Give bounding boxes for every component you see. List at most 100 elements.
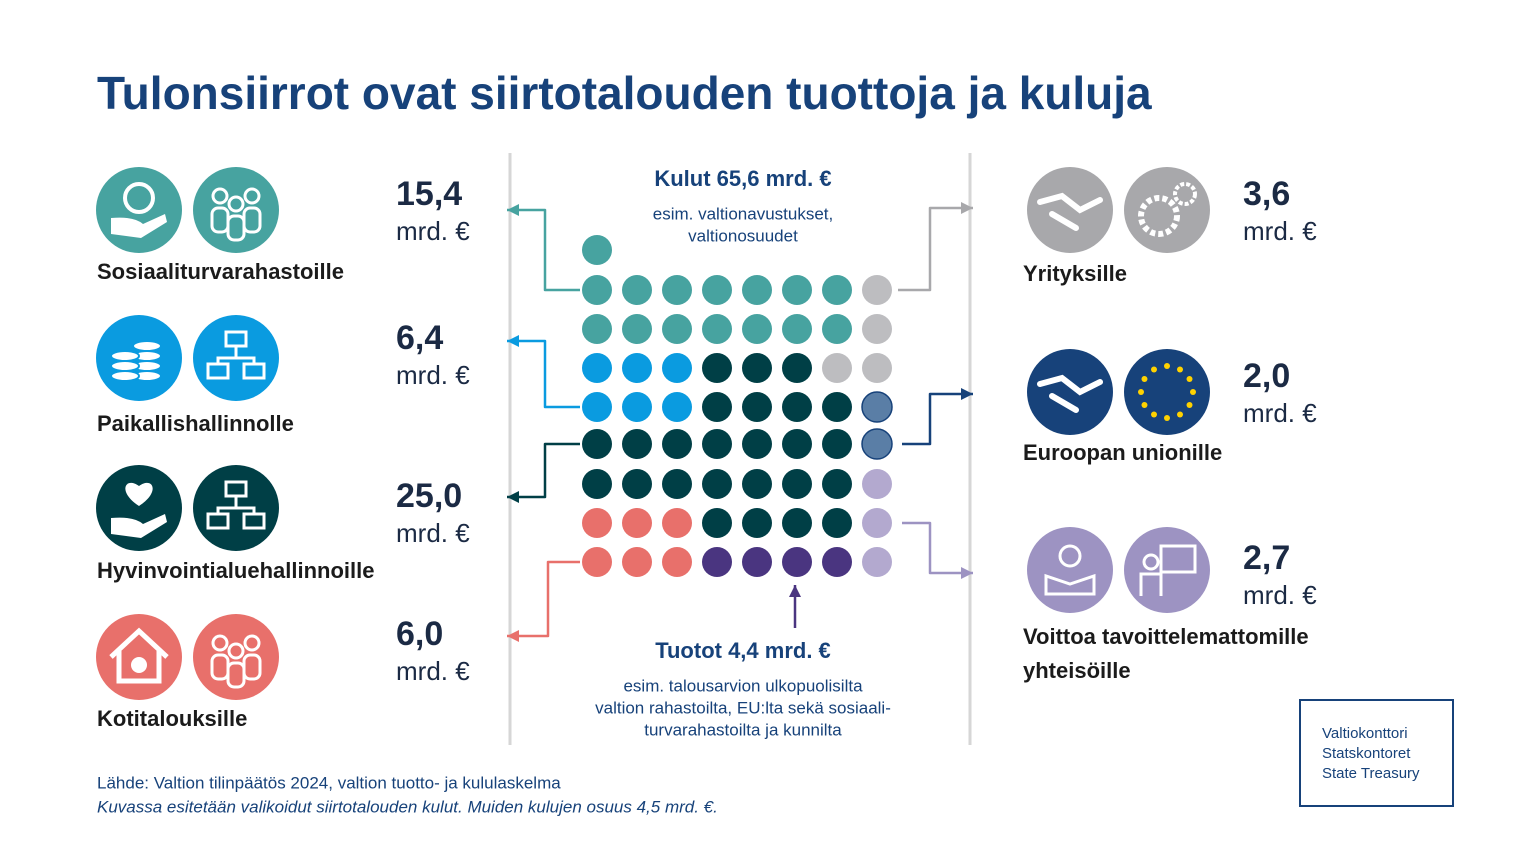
icon-part [1190, 389, 1196, 395]
icon-part [1186, 402, 1193, 408]
icon-part [1177, 411, 1183, 418]
dot [782, 547, 812, 577]
dot [622, 547, 652, 577]
icon [96, 465, 182, 551]
dot [662, 469, 692, 499]
arrow-line [507, 339, 580, 409]
dot [702, 392, 732, 422]
dot [582, 235, 612, 265]
arrow-line [902, 392, 973, 446]
item-label: yhteisöille [1023, 658, 1131, 683]
icon-part [1138, 389, 1144, 395]
dot [582, 547, 612, 577]
dot [582, 353, 612, 383]
item-unit: mrd. € [1243, 580, 1317, 610]
dot [742, 392, 772, 422]
icon-part [1037, 192, 1103, 231]
icon-part [1151, 366, 1157, 373]
dot [662, 429, 692, 459]
item-label: Paikallishallinnolle [97, 411, 294, 436]
icon-part [132, 340, 162, 352]
dot [862, 314, 892, 344]
arrowhead [789, 585, 801, 597]
icon-part [216, 346, 256, 364]
icon-part [242, 206, 262, 234]
icon-part [1139, 572, 1163, 596]
dot [782, 314, 812, 344]
icon [1124, 349, 1210, 435]
logo-text: Statskontoret [1322, 745, 1411, 762]
dot [702, 547, 732, 577]
icon-part [1141, 376, 1148, 382]
icon [1027, 527, 1113, 613]
icon-part [242, 362, 266, 380]
item-amount: 6,4 [396, 319, 443, 357]
item-unit: mrd. € [1243, 216, 1317, 246]
item-label: Sosiaaliturvarahastoille [97, 259, 344, 284]
dot [662, 314, 692, 344]
icon [1124, 167, 1210, 253]
icon-part [1177, 366, 1183, 373]
icon-part [110, 370, 140, 382]
item-label: Hyvinvointialuehallinnoille [97, 558, 375, 583]
item-amount: 25,0 [396, 477, 462, 515]
item-amount: 15,4 [396, 175, 462, 213]
source: Lähde: Valtion tilinpäätös 2024, valtion… [97, 773, 561, 792]
arrowhead [961, 567, 973, 579]
dot [662, 392, 692, 422]
icon-part [227, 195, 245, 213]
dot [742, 547, 772, 577]
dot [742, 314, 772, 344]
item-label: Euroopan unionille [1023, 440, 1222, 465]
item-unit: mrd. € [1243, 398, 1317, 428]
dot [702, 353, 732, 383]
arrowhead [507, 491, 519, 503]
dot [622, 392, 652, 422]
dot [582, 429, 612, 459]
dot [742, 353, 772, 383]
dot [782, 353, 812, 383]
item-label: Voittoa tavoittelemattomille [1023, 624, 1309, 649]
dot [662, 547, 692, 577]
icon-part [1138, 195, 1180, 237]
item-label: Kotitalouksille [97, 706, 247, 731]
dot [862, 353, 892, 383]
arrowhead [961, 202, 973, 214]
icon-part [1141, 402, 1148, 408]
dot [622, 314, 652, 344]
icon-part [243, 634, 261, 652]
dot [582, 314, 612, 344]
arrowhead [961, 388, 973, 400]
dot [782, 275, 812, 305]
dot [822, 429, 852, 459]
income-title: Tuotot 4,4 mrd. € [655, 638, 831, 663]
icon-part [111, 214, 167, 238]
dot [861, 391, 893, 423]
arrow-line [507, 208, 580, 292]
logo-text: State Treasury [1322, 765, 1420, 782]
dot [822, 275, 852, 305]
icon-part [243, 187, 261, 205]
icon-part [1044, 573, 1096, 596]
item-unit: mrd. € [396, 360, 470, 390]
dot [862, 469, 892, 499]
dot [862, 508, 892, 538]
dot [862, 547, 892, 577]
icon-part [123, 182, 155, 214]
expenses-line: valtionosuudet [688, 226, 798, 245]
icon-part [211, 187, 229, 205]
dot [622, 469, 652, 499]
dot [702, 469, 732, 499]
dot [782, 508, 812, 538]
icon [1027, 167, 1113, 253]
dot [702, 508, 732, 538]
dot [662, 508, 692, 538]
dot [622, 353, 652, 383]
item-unit: mrd. € [396, 656, 470, 686]
logo-text: Valtiokonttori [1322, 725, 1408, 742]
item-amount: 3,6 [1243, 175, 1290, 213]
item-amount: 2,0 [1243, 357, 1290, 395]
dot [582, 275, 612, 305]
icon-part [216, 496, 256, 514]
